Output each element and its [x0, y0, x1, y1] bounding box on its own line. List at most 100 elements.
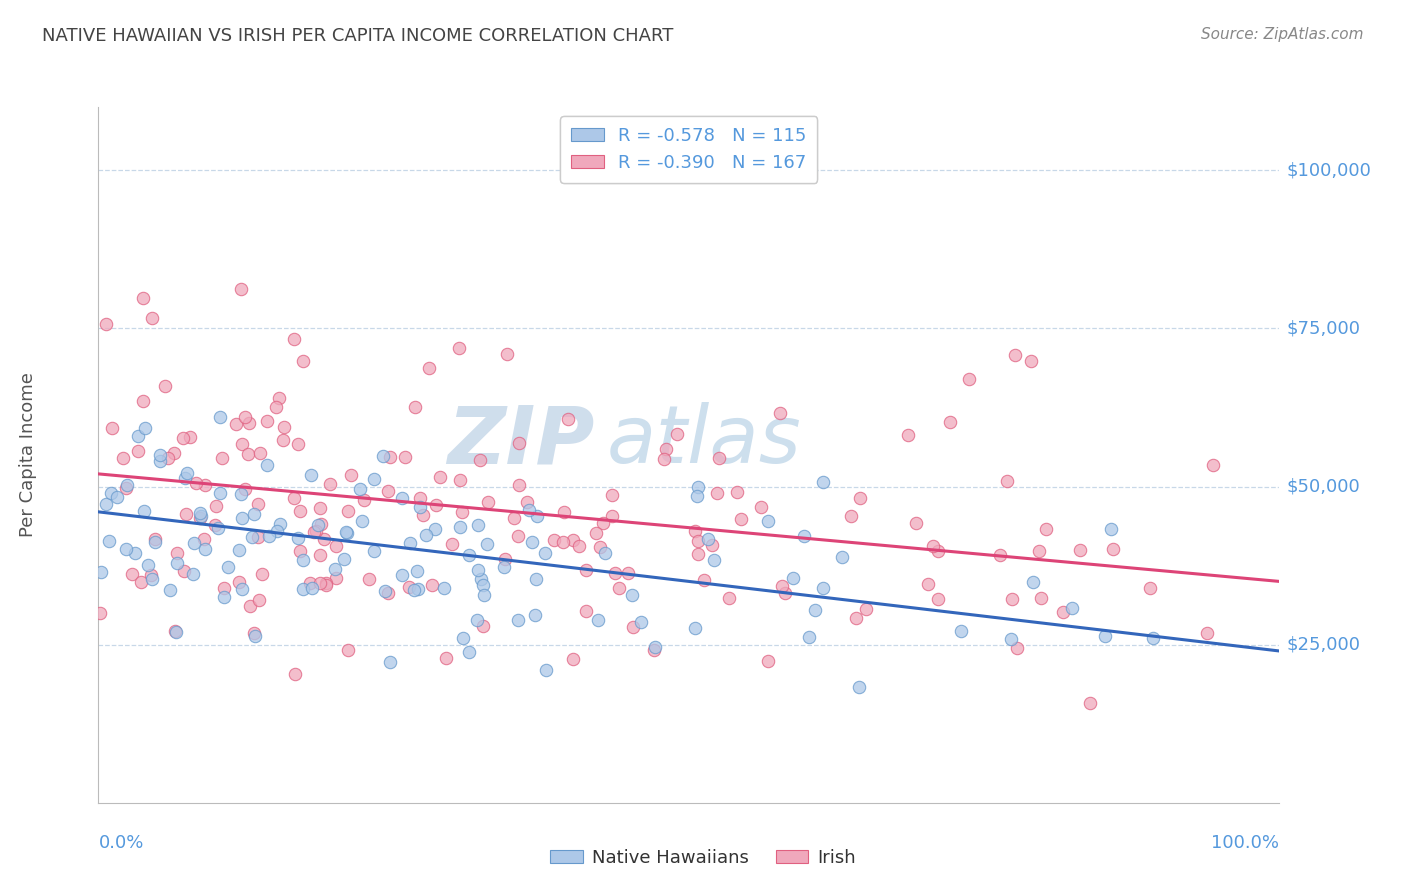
Point [374, 583, 396, 598]
Point [157, 450, 180, 465]
Point [96, 497, 118, 511]
Point [211, 450, 233, 465]
Point [228, 543, 250, 558]
Point [233, 482, 256, 496]
Point [112, 451, 135, 466]
Point [1197, 626, 1219, 640]
Point [990, 548, 1012, 562]
Point [132, 504, 155, 518]
Point [517, 503, 540, 517]
Point [127, 444, 149, 458]
Point [562, 651, 585, 665]
Point [141, 568, 163, 582]
Point [159, 582, 181, 597]
Point [163, 624, 186, 639]
Point [1202, 458, 1225, 473]
Text: 100.0%: 100.0% [1212, 834, 1279, 852]
Point [325, 539, 347, 553]
Point [299, 468, 322, 483]
Point [600, 509, 623, 524]
Point [149, 448, 172, 462]
Point [496, 347, 519, 361]
Point [686, 489, 709, 503]
Point [415, 528, 437, 542]
Point [718, 591, 741, 605]
Point [247, 593, 270, 607]
Point [707, 450, 730, 465]
Point [207, 521, 229, 535]
Point [849, 491, 872, 505]
Point [380, 655, 402, 669]
Point [371, 449, 394, 463]
Point [309, 549, 332, 563]
Point [288, 504, 311, 518]
Point [756, 654, 779, 668]
Point [194, 478, 217, 492]
Point [190, 508, 212, 523]
Point [508, 436, 530, 450]
Point [301, 581, 323, 595]
Point [526, 508, 548, 523]
Point [359, 573, 381, 587]
Point [683, 621, 706, 635]
Point [242, 530, 264, 544]
Point [524, 573, 547, 587]
Point [841, 508, 863, 523]
Text: Per Capita Income: Per Capita Income [20, 373, 37, 537]
Point [797, 630, 820, 644]
Point [404, 400, 426, 414]
Point [243, 625, 266, 640]
Point [124, 546, 146, 560]
Point [291, 582, 314, 596]
Point [283, 332, 305, 346]
Point [311, 516, 333, 531]
Point [408, 491, 430, 505]
Point [312, 533, 335, 547]
Point [131, 291, 153, 305]
Point [121, 567, 143, 582]
Point [562, 533, 585, 547]
Point [412, 508, 434, 522]
Point [143, 533, 166, 547]
Point [449, 520, 471, 534]
Point [1078, 696, 1101, 710]
Point [1142, 631, 1164, 645]
Point [402, 582, 425, 597]
Point [1101, 542, 1123, 557]
Point [1000, 632, 1022, 646]
Point [101, 421, 124, 435]
Point [336, 643, 359, 657]
Text: Source: ZipAtlas.com: Source: ZipAtlas.com [1201, 27, 1364, 42]
Point [377, 586, 399, 600]
Point [553, 505, 575, 519]
Text: $75,000: $75,000 [1286, 319, 1361, 337]
Point [353, 492, 375, 507]
Point [292, 354, 315, 368]
Point [773, 586, 796, 600]
Point [1001, 591, 1024, 606]
Point [706, 486, 728, 500]
Point [418, 360, 440, 375]
Point [349, 483, 371, 497]
Point [831, 549, 853, 564]
Point [1139, 582, 1161, 596]
Point [172, 431, 194, 445]
Point [283, 491, 305, 505]
Point [644, 640, 666, 655]
Point [508, 478, 530, 492]
Point [204, 517, 226, 532]
Point [848, 680, 870, 694]
Point [380, 450, 402, 464]
Point [205, 499, 228, 513]
Point [589, 540, 612, 554]
Point [239, 599, 262, 614]
Point [131, 574, 153, 589]
Point [665, 426, 688, 441]
Point [467, 517, 489, 532]
Point [115, 477, 138, 491]
Point [249, 446, 271, 460]
Point [105, 490, 128, 504]
Point [475, 537, 498, 551]
Point [458, 645, 481, 659]
Point [246, 498, 269, 512]
